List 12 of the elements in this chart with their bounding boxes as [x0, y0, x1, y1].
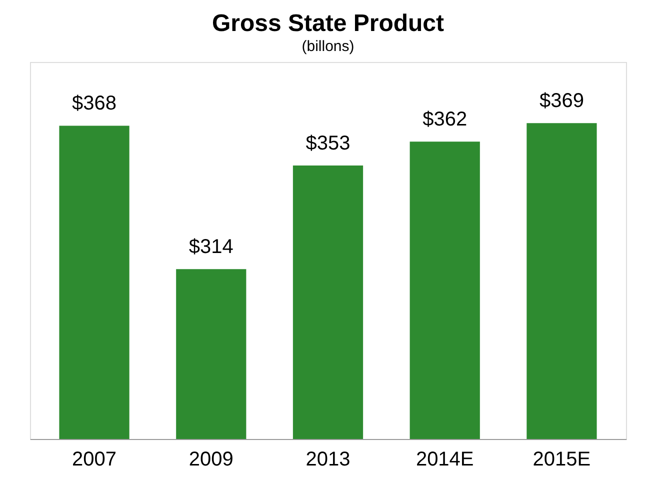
data-label: $353: [306, 132, 350, 155]
x-tick-label: 2013: [306, 448, 350, 470]
x-tick-label: 2009: [188, 448, 234, 470]
chart-subtitle: (billons): [302, 38, 354, 55]
data-label: $314: [188, 236, 234, 258]
x-tick-label: 2007: [72, 448, 117, 470]
data-label: $362: [422, 108, 468, 131]
data-label: $369: [539, 90, 584, 112]
x-tick-label: 2014E: [416, 448, 474, 470]
chart-title: Gross State Product: [212, 10, 444, 37]
x-tick-label: 2015E: [532, 448, 591, 470]
data-label: $368: [72, 92, 117, 115]
